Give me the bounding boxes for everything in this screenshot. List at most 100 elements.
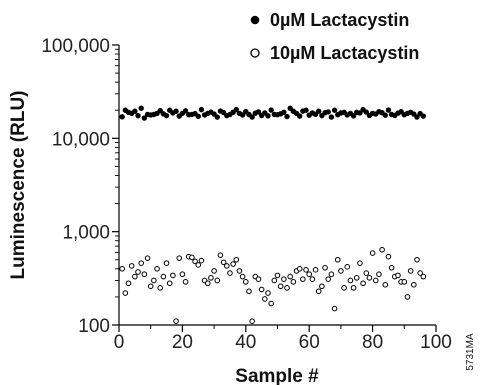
point-10um [411, 281, 417, 288]
point-10um [325, 276, 332, 282]
point-0um [268, 107, 274, 113]
point-10um [407, 268, 414, 274]
point-10um [385, 253, 392, 260]
point-10um [287, 273, 293, 280]
point-0um [198, 106, 205, 113]
point-10um [353, 275, 360, 281]
point-0um [195, 113, 201, 120]
point-10um [268, 300, 274, 307]
point-10um [271, 277, 278, 284]
point-0um [135, 112, 141, 119]
point-10um [179, 271, 186, 278]
y-tick-label: 10,000 [52, 129, 110, 150]
point-10um [170, 272, 176, 279]
point-0um [385, 107, 392, 113]
point-0um [141, 115, 148, 121]
point-0um [382, 112, 388, 118]
point-10um [262, 296, 268, 302]
point-10um [296, 266, 303, 272]
point-10um [135, 269, 141, 275]
point-10um [138, 260, 144, 266]
point-0um [173, 108, 179, 114]
x-tick-label: 0 [114, 332, 125, 353]
point-10um [176, 255, 183, 261]
y-axis-title: Luminescence (RLU) [8, 91, 29, 280]
point-0um [138, 105, 144, 111]
point-10um [322, 265, 328, 271]
point-0um [296, 113, 303, 119]
point-10um [154, 266, 160, 272]
point-10um [144, 255, 151, 261]
point-10um [258, 286, 265, 293]
point-0um [414, 114, 420, 120]
point-10um [344, 264, 351, 270]
point-10um [338, 268, 344, 274]
point-0um [255, 109, 262, 115]
point-10um [334, 256, 341, 263]
y-tick-label: 100,000 [41, 36, 110, 57]
point-10um [281, 276, 287, 282]
legend-label-0um: 0µM Lactacystin [270, 10, 409, 30]
point-0um [331, 107, 338, 113]
point-10um [363, 270, 370, 276]
point-10um [414, 256, 420, 263]
point-10um [233, 256, 240, 263]
point-10um [341, 285, 347, 291]
point-0um [398, 108, 404, 115]
x-tick-label: 20 [172, 332, 193, 353]
point-10um [160, 273, 167, 280]
point-10um [204, 280, 211, 287]
point-0um [350, 113, 357, 119]
point-10um [192, 258, 198, 265]
point-0um [249, 114, 255, 120]
point-10um [404, 294, 411, 300]
point-0um [420, 113, 427, 119]
y-tick-label: 1,000 [62, 223, 110, 244]
point-0um [182, 108, 189, 114]
point-0um [163, 112, 170, 119]
legend-marker-10um [250, 48, 260, 58]
ticks: 0 20 40 60 80 100 100 1,000 10,000 100,000 [41, 36, 452, 353]
point-0um [214, 114, 220, 120]
point-10um [290, 279, 297, 285]
point-10um [382, 281, 389, 288]
point-10um [388, 265, 395, 271]
point-10um [319, 283, 325, 290]
point-10um [401, 279, 408, 285]
point-0um [357, 110, 363, 116]
point-10um [300, 276, 306, 282]
point-10um [255, 276, 262, 282]
point-10um [303, 267, 309, 273]
y-tick-label: 100 [78, 316, 110, 337]
point-10um [163, 260, 170, 266]
point-10um [379, 246, 385, 253]
data-points [119, 105, 427, 324]
point-10um [141, 271, 148, 278]
x-tick-label: 60 [299, 332, 320, 353]
point-10um [360, 280, 366, 287]
point-10um [420, 273, 427, 280]
point-0um [265, 113, 271, 119]
point-10um [309, 276, 316, 282]
legend-label-10um: 10µM Lactacystin [270, 43, 419, 63]
point-10um [151, 277, 157, 284]
point-10um [125, 280, 132, 287]
axes [118, 45, 436, 326]
x-tick-label: 100 [420, 332, 452, 353]
point-10um [220, 259, 227, 266]
point-10um [128, 263, 135, 269]
point-0um [316, 108, 322, 114]
x-tick-label: 40 [235, 332, 256, 353]
point-10um [315, 288, 322, 295]
point-10um [306, 271, 313, 278]
point-0um [363, 109, 369, 115]
point-10um [239, 273, 246, 280]
point-10um [395, 272, 401, 279]
point-10um [217, 252, 224, 258]
point-10um [350, 285, 357, 291]
point-0um [157, 107, 163, 114]
point-10um [119, 266, 125, 272]
figure-code: 5731MA [465, 333, 476, 371]
point-10um [369, 250, 376, 256]
